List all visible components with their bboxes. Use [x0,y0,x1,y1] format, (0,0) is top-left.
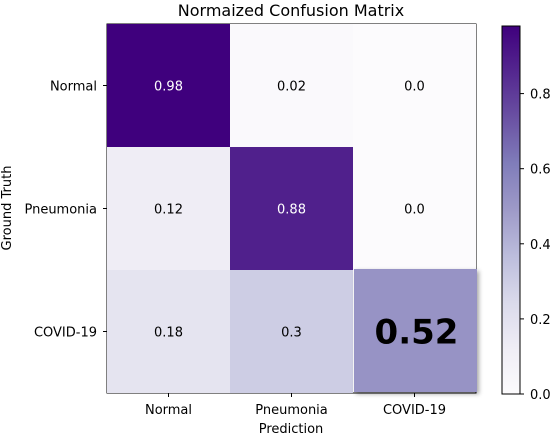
y-tick-label: Normal [50,80,97,95]
heatmap-cell-label: 0.02 [277,80,306,95]
heatmap-cell [230,24,353,147]
colorbar: 0.0 0.2 0.4 0.6 0.8 [501,25,551,403]
y-tick-label: Pneumonia [24,203,97,218]
x-axis-ticks: Normal Pneumonia COVID-19 [145,393,446,418]
heatmap-cell [353,24,476,147]
heatmap-cell-label: 0.0 [404,203,425,218]
heatmap-cell-label: 0.0 [404,80,425,95]
colorbar-ticks: 0.0 0.2 0.4 0.6 0.8 [520,88,551,403]
colorbar-tick-label: 0.8 [530,88,551,103]
y-axis-ticks: Normal Pneumonia COVID-19 [24,80,107,341]
colorbar-tick-label: 0.2 [530,313,551,328]
x-tick-label: Pneumonia [255,403,328,418]
colorbar-gradient [501,25,521,395]
x-tick-label: COVID-19 [383,403,446,418]
colorbar-tick-label: 0.6 [530,163,551,178]
x-axis-label: Prediction [259,422,324,437]
chart-title: Normaized Confusion Matrix [178,1,404,20]
heatmap-cell-label: 0.98 [154,80,183,95]
heatmap-cells [107,24,477,393]
heatmap-cell [107,147,230,270]
heatmap-cell [353,147,476,270]
heatmap-cell-label: 0.52 [375,313,459,353]
colorbar-tick-label: 0.4 [530,238,551,253]
heatmap-cell-label: 0.18 [154,326,183,341]
heatmap-cell [107,270,230,393]
y-tick-label: COVID-19 [34,326,97,341]
heatmap-cell-label: 0.3 [281,326,302,341]
x-tick-label: Normal [145,403,192,418]
heatmap-cell-labels: 0.98 0.02 0.0 0.12 0.88 0.0 0.18 0.3 0.52 [154,80,458,353]
heatmap-cell-label: 0.88 [277,203,306,218]
heatmap-cell [230,270,353,393]
heatmap-cell [230,147,353,270]
heatmap-cell [107,24,230,147]
heatmap-cell-label: 0.12 [154,203,183,218]
colorbar-tick-label: 0.0 [530,388,551,403]
heatmap-cell [354,269,477,392]
y-axis-label: Ground Truth [0,166,15,251]
